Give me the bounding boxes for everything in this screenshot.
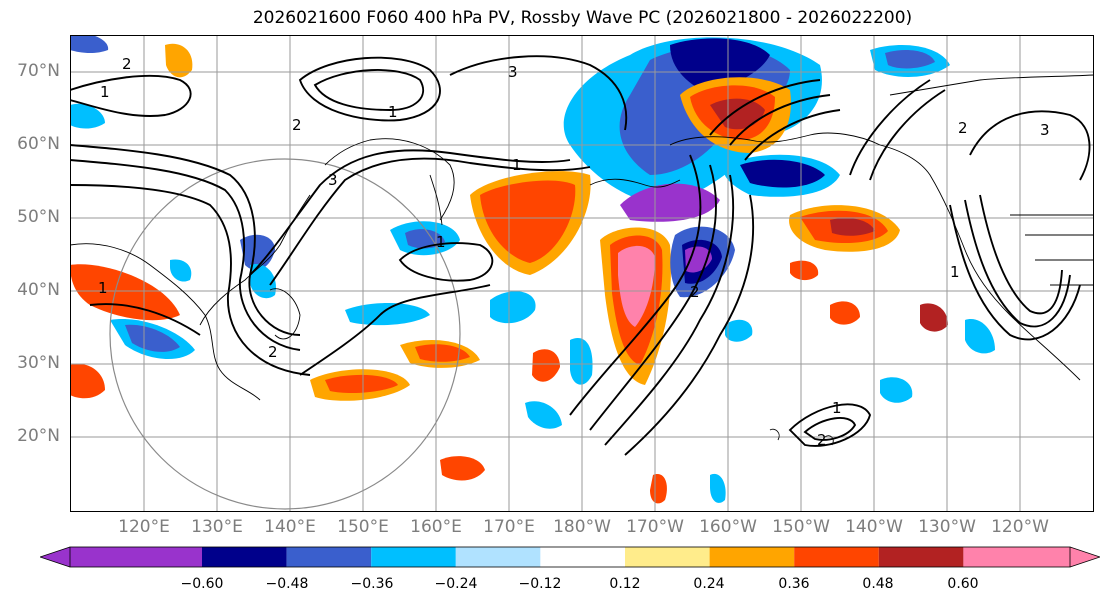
lon-label-140w: 140°W [845,517,903,537]
shade-negative-subtrop-6 [725,319,753,342]
colorbar-segment [963,547,1070,567]
colorbar-segment [625,547,710,567]
map-panel: 2 1 1 2 3 1 3 2 2 1 1 1 2 3 1 2 [70,35,1094,512]
contour-label: 2 [122,55,132,73]
colorbar-tick: 0.12 [609,576,641,592]
shade-positive-subtrop-4 [532,349,560,382]
shade-positive-150w-dark [830,218,875,236]
shade-positive-subtrop-3 [440,456,485,481]
graticule [70,35,1094,512]
shade-negative-subtrop-1 [345,303,430,326]
lon-label-160w: 160°W [699,517,757,537]
lon-label-150w: 150°W [772,517,830,537]
shade-positive-subtrop-5 [830,301,860,325]
shade-negative-japan-east [250,264,276,299]
colorbar-segment [878,547,964,567]
shade-negative-na-top-core [885,50,935,69]
colorbar-segment [709,547,795,567]
shade-negative-subtrop-3 [570,338,593,385]
colorbar-segment [286,547,372,567]
colorbar-tick: 0.36 [778,576,810,592]
contour-label: 1 [100,83,110,101]
pv-contours [70,55,1091,456]
lat-label-50n: 50°N [17,207,60,227]
map-frame [70,35,1094,512]
colorbar-segment [794,547,879,567]
lat-label-20n: 20°N [17,426,60,446]
shade-positive-nw-pacific-core [480,180,576,263]
contour-label: 2 [690,283,700,301]
lon-label-150e: 150°E [337,517,389,537]
colorbar-tick: −0.48 [265,576,309,592]
colorbar-tick: −0.60 [180,576,224,592]
shade-negative-nw-corner-top [70,35,109,53]
colorbar-tick: 0.48 [862,576,894,592]
contour-label: 1 [98,279,108,297]
shade-negative-subtrop-4 [525,401,562,429]
lat-label-70n: 70°N [17,61,60,81]
shade-positive-170e-top [165,43,193,78]
colorbar-tick: −0.36 [350,576,394,592]
lon-label-170e: 170°E [483,517,535,537]
lon-label-160e: 160°E [410,517,462,537]
lon-label-120w: 120°W [991,517,1049,537]
contour-label: 3 [328,171,338,189]
shade-positive-subtrop-6 [920,303,948,332]
lon-label-130e: 130°E [191,517,243,537]
contour-label: 1 [512,156,522,174]
colorbar-segment [70,547,202,567]
shade-purple-kuril [620,183,720,222]
contour-label: 3 [1040,121,1050,139]
lat-label-40n: 40°N [17,280,60,300]
shade-negative-subtrop-2 [490,291,536,324]
colorbar-tick: −0.24 [434,576,478,592]
shade-negative-subtrop-7 [965,319,995,354]
lon-label-180w: 180°W [553,517,611,537]
lat-label-60n: 60°N [17,134,60,154]
colorbar [40,546,1100,568]
shade-positive-tongue-pink [618,245,655,327]
shade-negative-yellow-sea-core [125,324,180,352]
shade-positive-subtrop-1-core [325,374,398,393]
contour-label: 2 [268,343,278,361]
contour-label: 2 [958,119,968,137]
contour-label: 2 [292,116,302,134]
contour-label: 1 [832,399,842,417]
contour-labels: 2 1 1 2 3 1 3 2 2 1 1 1 2 3 1 2 [98,55,1050,449]
shade-negative-subtrop-9 [710,473,726,503]
shade-positive-165w [650,474,667,504]
contour-label: 2 [817,431,827,449]
shade-negative-subtrop-5 [880,377,913,403]
shade-positive-subtrop-2-core [415,344,470,362]
colorbar-segment [202,547,287,567]
contour-label: 3 [508,63,518,81]
shade-negative-aleutian-core [740,159,825,188]
colorbar-segment [540,547,625,567]
contour-label: 1 [950,263,960,281]
colorbar-segment [371,547,456,567]
contour-label: 1 [388,103,398,121]
shade-negative-nw-corner [70,103,105,129]
shade-positive-china-sea [70,264,180,321]
colorbar-tick: 0.60 [947,576,979,592]
shade-positive-west-edge [70,363,105,399]
colorbar-tick: −0.12 [518,576,562,592]
lon-label-130w: 130°W [918,517,976,537]
shade-positive-155w [790,260,819,281]
map-title: 2026021600 F060 400 hPa PV, Rossby Wave … [252,8,913,28]
colorbar-extend-min [40,547,70,567]
lat-label-30n: 30°N [17,353,60,373]
lon-label-170w: 170°W [626,517,684,537]
contour-label: 1 [436,233,446,251]
colorbar-extend-max [1070,547,1100,567]
lon-label-140e: 140°E [264,517,316,537]
shade-negative-subtrop-8 [170,259,192,282]
colorbar-segment [455,547,541,567]
lon-label-120e: 120°E [118,517,170,537]
shade-negative-kuril-center [670,38,770,95]
colorbar-tick: 0.24 [693,576,725,592]
